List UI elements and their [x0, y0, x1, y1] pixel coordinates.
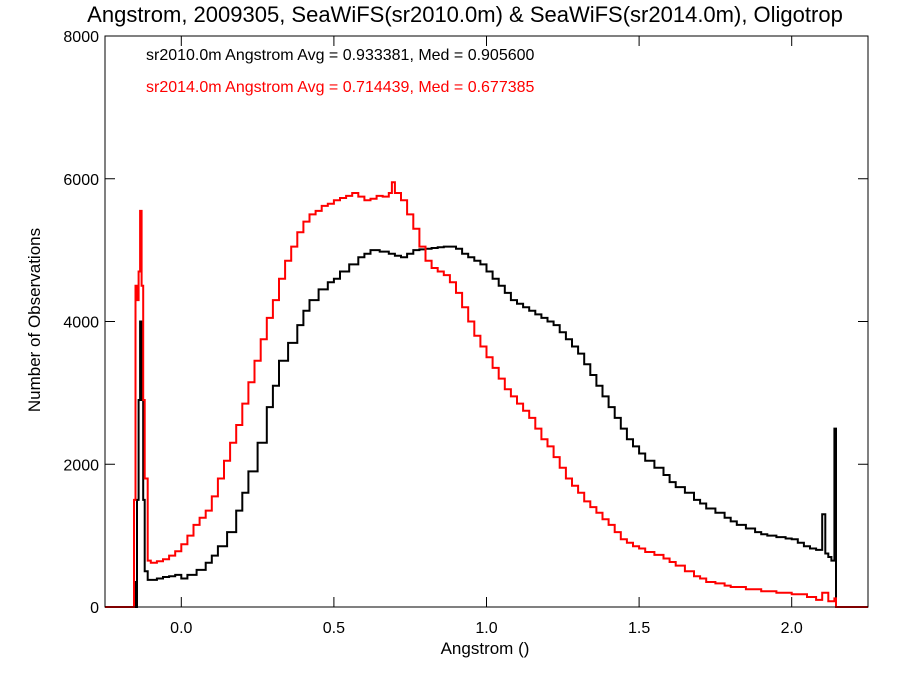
series-line-0: [105, 245, 868, 608]
y-axis-label: Number of Observations: [25, 228, 44, 412]
x-tick-label: 1.5: [628, 620, 650, 637]
y-tick-label: 2000: [63, 457, 99, 474]
x-tick-label: 0.0: [170, 620, 192, 637]
annotation-sr2010: sr2010.0m Angstrom Avg = 0.933381, Med =…: [146, 47, 535, 64]
series-layer: [105, 181, 868, 608]
series-line-1: [105, 181, 868, 608]
annotation-sr2014: sr2014.0m Angstrom Avg = 0.714439, Med =…: [146, 79, 535, 96]
y-tick-label: 4000: [63, 315, 99, 332]
y-tick-label: 6000: [63, 172, 99, 189]
x-tick-label: 0.5: [323, 620, 345, 637]
axis-ticks: 0.0 0.5 1.0 1.5 2.0 0 2000 4000 6000 8000: [63, 29, 868, 637]
plot-frame: [104, 35, 869, 608]
chart-title: Angstrom, 2009305, SeaWiFS(sr2010.0m) & …: [87, 2, 843, 27]
x-tick-label: 1.0: [475, 620, 497, 637]
y-tick-label: 0: [90, 600, 99, 617]
x-tick-label: 2.0: [781, 620, 803, 637]
y-tick-label: 8000: [63, 29, 99, 46]
x-axis-label: Angstrom (): [441, 639, 530, 658]
